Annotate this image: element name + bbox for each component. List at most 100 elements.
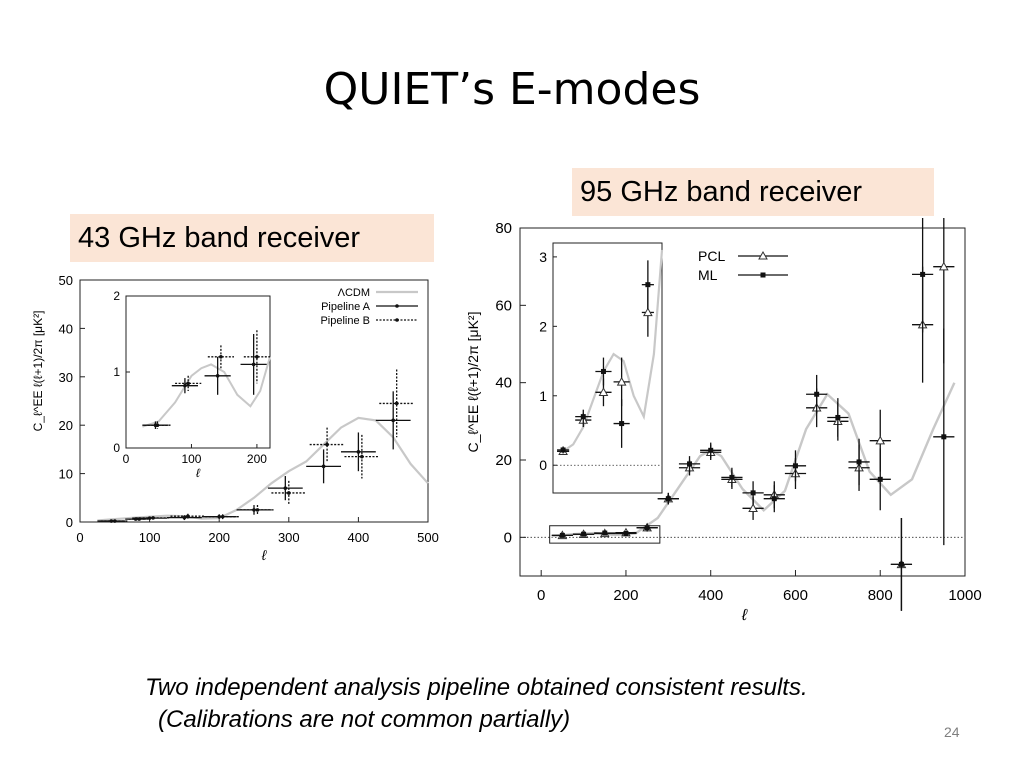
ml-point [602, 530, 608, 536]
ml-point [729, 474, 735, 480]
x-tick-label: 1000 [948, 587, 981, 604]
ml-point [623, 530, 629, 536]
legend-label: ΛCDM [338, 287, 370, 299]
y-axis-label: C_ℓ^EE ℓ(ℓ+1)/2π [μK²] [465, 312, 481, 453]
inset-frame [552, 242, 663, 494]
ml-point [687, 461, 693, 467]
inset-y-tick-label: 1 [113, 365, 120, 379]
x-tick-label: 800 [868, 587, 893, 604]
pipeline-b-point [360, 454, 364, 459]
x-tick-label: 200 [613, 587, 638, 604]
slide-title: QUIET’s E-modes [323, 64, 701, 115]
legend-swatch-point [758, 250, 768, 260]
legend-label: ML [698, 267, 718, 283]
legend-swatch-point [395, 318, 399, 322]
inset-y-tick-label: 0 [539, 457, 547, 473]
inset-x-axis-label: ℓ [196, 466, 201, 480]
pipeline-a-point [283, 486, 288, 490]
pipeline-b-point [325, 442, 329, 447]
inset-ml-point [619, 421, 625, 427]
inset-ml-point [560, 447, 566, 453]
pipeline-a-point [182, 515, 187, 520]
legend-label: Pipeline B [320, 315, 370, 327]
ml-point [814, 391, 820, 397]
ml-point [708, 447, 714, 453]
label-43ghz-receiver: 43 GHz band receiver [70, 214, 434, 262]
inset-pipeline-a-point [215, 374, 220, 378]
y-tick-label: 30 [59, 370, 73, 385]
ml-point [665, 496, 671, 502]
ml-point [644, 525, 650, 531]
inset-pipeline-a-point [251, 362, 256, 367]
x-tick-label: 400 [348, 530, 370, 545]
pipeline-a-point [217, 514, 221, 519]
x-tick-label: 300 [278, 530, 300, 545]
x-tick-label: 0 [76, 530, 83, 545]
legend-swatch-point [395, 304, 399, 308]
ml-point [877, 476, 883, 482]
plot-frame [519, 227, 966, 577]
caption-line-2: (Calibrations are not common partially) [158, 706, 571, 733]
inset-ml-point [645, 282, 651, 288]
inset-x-tick-label: 100 [181, 452, 201, 466]
label-95ghz-receiver: 95 GHz band receiver [572, 168, 934, 216]
y-tick-label: 10 [59, 467, 73, 482]
inset-pipeline-b-point [255, 355, 259, 359]
legend-swatch-point [760, 272, 766, 278]
y-tick-label: 20 [59, 418, 73, 433]
y-tick-label: 40 [495, 375, 512, 392]
ml-point [771, 496, 777, 502]
inset-ml-point [600, 368, 606, 374]
ml-point [581, 531, 587, 537]
caption-line-1: Two independent analysis pipeline obtain… [145, 674, 808, 701]
ml-point [856, 459, 862, 465]
x-tick-label: 200 [208, 530, 230, 545]
inset-pipeline-a-point [183, 383, 187, 388]
pipeline-b-point [287, 491, 291, 495]
inset-lcdm-curve [562, 249, 664, 453]
ml-point [920, 271, 926, 277]
x-tick-label: 400 [698, 587, 723, 604]
y-tick-label: 40 [59, 321, 73, 336]
inset-y-tick-label: 1 [539, 388, 547, 404]
page-number: 24 [944, 724, 960, 740]
inset-y-tick-label: 0 [113, 441, 120, 455]
ml-point [792, 463, 798, 469]
inset-ml-point [580, 414, 586, 420]
x-tick-label: 100 [139, 530, 161, 545]
x-tick-label: 500 [417, 530, 439, 545]
y-tick-label: 0 [504, 529, 512, 546]
pipeline-a-point [252, 508, 256, 512]
pcl-point [748, 503, 758, 513]
x-tick-label: 0 [537, 587, 545, 604]
pipeline-a-point [356, 450, 361, 454]
plot-frame [79, 279, 429, 523]
legend-label: Pipeline A [321, 301, 371, 313]
legend-label: PCL [698, 248, 725, 264]
y-tick-label: 20 [495, 452, 512, 469]
y-tick-label: 60 [495, 297, 512, 314]
inset-pcl-point [643, 307, 653, 317]
inset-pipeline-b-point [219, 355, 223, 359]
inset-lcdm-curve [142, 356, 271, 428]
x-axis-label: ℓ [741, 607, 748, 624]
inset-pcl-point [598, 387, 609, 397]
pipeline-a-point [391, 418, 396, 423]
pipeline-a-point [321, 464, 326, 469]
pcl-point [875, 435, 886, 445]
ml-point [835, 414, 841, 420]
inset-y-tick-label: 3 [539, 249, 547, 265]
inset-x-tick-label: 0 [123, 452, 130, 466]
x-axis-label: ℓ [261, 547, 267, 563]
pipeline-a-point [147, 516, 152, 520]
y-tick-label: 0 [66, 515, 73, 530]
ml-point [941, 434, 947, 440]
inset-y-tick-label: 2 [113, 289, 120, 303]
y-tick-label: 50 [59, 273, 73, 288]
inset-pcl-point [616, 376, 627, 386]
pipeline-b-point [394, 401, 399, 406]
ml-point [750, 490, 756, 496]
inset-x-tick-label: 200 [247, 452, 267, 466]
